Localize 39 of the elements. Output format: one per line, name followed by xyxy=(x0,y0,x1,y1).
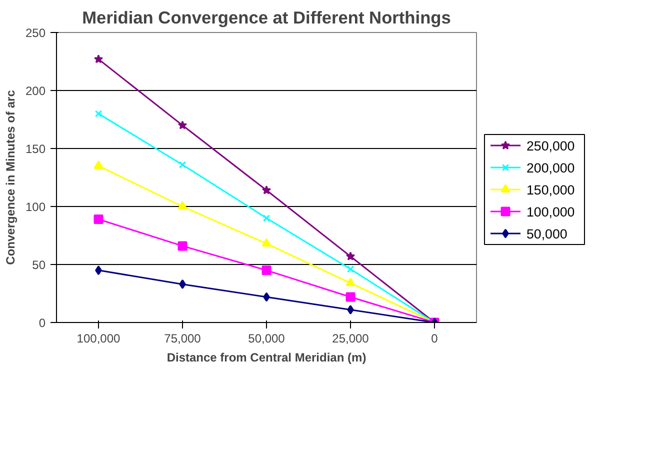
y-tick-label: 200 xyxy=(25,84,46,98)
legend-label: 200,000 xyxy=(526,160,575,176)
point xyxy=(95,266,102,276)
point xyxy=(262,186,272,194)
x-tick-label: 0 xyxy=(431,332,438,346)
point xyxy=(178,241,188,251)
y-tick-label: 250 xyxy=(25,26,46,40)
point xyxy=(346,252,356,260)
y-tick-label: 50 xyxy=(32,258,46,272)
point xyxy=(94,54,104,64)
legend-label: 150,000 xyxy=(526,182,575,198)
legend-label: 250,000 xyxy=(526,138,575,154)
x-tick-label: 50,000 xyxy=(248,332,286,346)
point xyxy=(262,214,270,222)
point xyxy=(263,292,270,302)
chart-title: Meridian Convergence at Different Northings xyxy=(82,8,451,28)
point xyxy=(179,279,186,289)
point xyxy=(178,161,186,168)
x-tick-label: 75,000 xyxy=(164,332,202,346)
legend-label: 50,000 xyxy=(526,226,568,242)
point xyxy=(347,304,354,314)
point xyxy=(94,214,104,224)
point xyxy=(346,292,356,302)
point xyxy=(94,110,102,118)
y-tick-label: 150 xyxy=(25,142,46,156)
y-tick-label: 100 xyxy=(25,200,46,214)
point xyxy=(262,238,272,247)
y-axis-title: Convergence in Minutes of arc xyxy=(3,90,18,265)
point xyxy=(94,160,104,169)
point xyxy=(346,266,354,273)
x-axis-title: Distance from Central Meridian (m) xyxy=(166,350,366,364)
point xyxy=(262,266,272,276)
legend-label: 100,000 xyxy=(526,204,575,220)
point xyxy=(178,201,188,210)
x-tick-label: 100,000 xyxy=(76,332,121,346)
point xyxy=(346,278,356,286)
x-tick-label: 25,000 xyxy=(332,332,370,346)
y-tick-label: 0 xyxy=(38,316,46,330)
point xyxy=(178,120,188,130)
